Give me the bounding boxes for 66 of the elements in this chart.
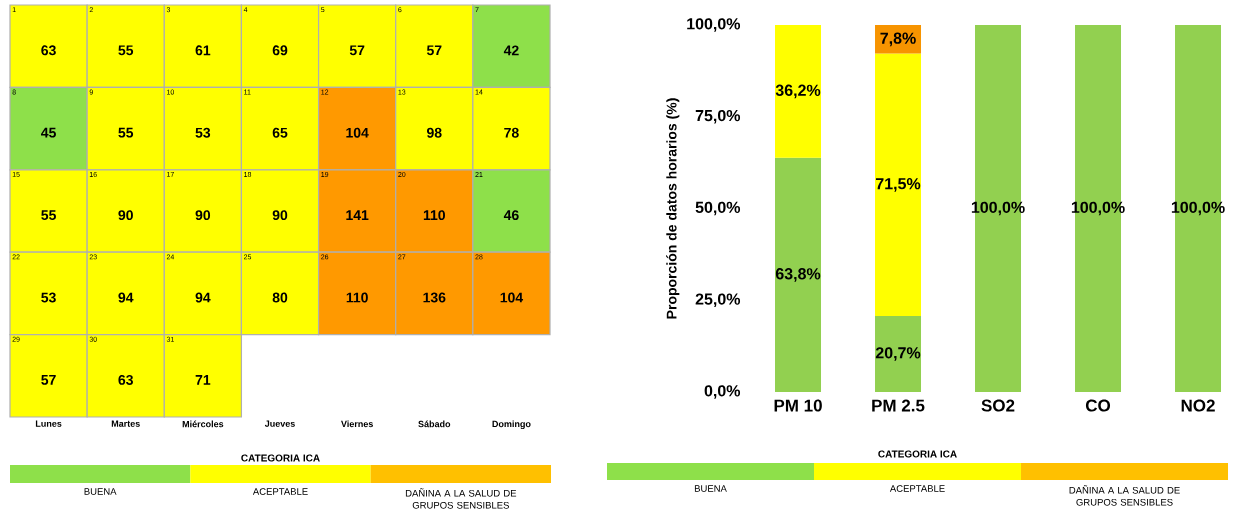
x-tick-label: Sábado <box>418 420 451 428</box>
bar <box>875 53 922 317</box>
data-label: 94 <box>195 292 211 303</box>
data-label: 71 <box>195 375 211 385</box>
category-label: DAÑINA A LA SALUD DE GRUPOS SENSIBLES <box>405 488 517 509</box>
y-tick-label: 75,0% <box>695 109 741 124</box>
data-label: 42 <box>503 45 519 56</box>
data-label: 63 <box>41 45 56 56</box>
data-label: 90 <box>272 210 288 221</box>
text: CATEGORIA ICA <box>878 450 957 458</box>
data-label: 110 <box>423 210 446 221</box>
x-tick-label: NO2 <box>1181 399 1215 412</box>
data-label: 104 <box>500 292 524 303</box>
data-label: 141 <box>346 210 369 220</box>
x-tick-label: PM 2.5 <box>872 399 925 412</box>
bar <box>775 25 822 158</box>
x-tick-label: CO <box>1085 399 1111 412</box>
data-label: 94 <box>118 292 134 303</box>
bar <box>875 316 922 392</box>
data-label: 90 <box>118 210 133 221</box>
y-tick-label: 50,0% <box>695 201 741 216</box>
y-axis-title: Proporción de datos horarios (%) <box>666 98 680 319</box>
data-label: 55 <box>41 210 56 221</box>
category-label: BUENA <box>694 485 727 492</box>
data-label: 63,8% <box>775 268 821 282</box>
x-tick-label: Jueves <box>264 420 295 427</box>
x-tick-label: Domingo <box>492 420 531 429</box>
data-label: 71,5% <box>876 178 921 192</box>
x-tick-label: PM 10 <box>774 399 822 412</box>
data-label: 53 <box>41 292 56 303</box>
category-label: DAÑINA A LA SALUD DE GRUPOS SENSIBLES <box>1069 485 1180 506</box>
data-label: 110 <box>346 292 368 303</box>
data-label: 69 <box>272 45 288 56</box>
data-label: 57 <box>349 45 365 56</box>
y-tick-label: 100,0% <box>687 18 741 32</box>
data-label: 57 <box>41 375 56 385</box>
data-label: 63 <box>118 374 133 385</box>
data-label: 45 <box>41 127 56 138</box>
data-label: 36,2% <box>775 84 821 99</box>
x-tick-label: Lunes <box>35 420 62 427</box>
x-tick-label: Martes <box>111 420 140 427</box>
data-label: 53 <box>195 127 211 138</box>
data-label: 20,7% <box>875 347 921 361</box>
y-tick-label: 25,0% <box>695 293 741 308</box>
data-label: 57 <box>426 45 442 56</box>
bar <box>775 157 822 392</box>
data-label: 80 <box>272 292 288 303</box>
data-label: 55 <box>118 127 134 138</box>
x-tick-label: SO2 <box>981 399 1015 412</box>
x-tick-label: Viernes <box>341 420 373 428</box>
data-label: 7,8% <box>880 32 916 47</box>
y-tick-label: 0,0% <box>704 385 741 399</box>
data-label: 55 <box>118 45 134 56</box>
category-label: ACEPTABLE <box>252 488 308 495</box>
data-label: 98 <box>426 127 442 138</box>
data-label: 78 <box>504 127 519 138</box>
data-label: 46 <box>503 210 519 221</box>
text: CATEGORIA ICA <box>241 454 320 462</box>
data-label: 136 <box>423 292 446 303</box>
data-label: 104 <box>346 127 369 138</box>
category-label: BUENA <box>84 488 117 495</box>
x-tick-label: Miércoles <box>182 420 224 428</box>
data-label: 61 <box>195 45 211 56</box>
data-label: 65 <box>272 127 288 138</box>
data-label: 90 <box>195 210 211 221</box>
category-label: ACEPTABLE <box>889 485 945 492</box>
